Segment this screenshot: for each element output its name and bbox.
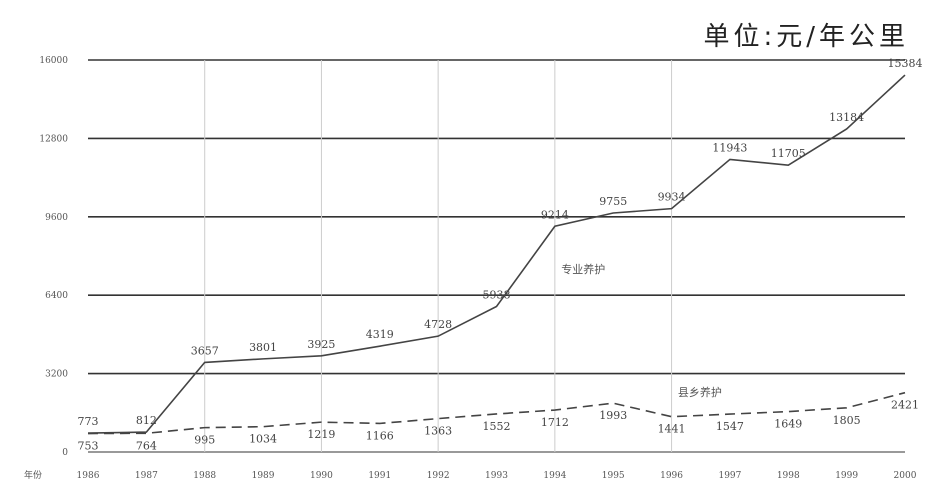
data-label: 764 <box>136 439 157 452</box>
data-label: 9755 <box>599 195 627 208</box>
x-tick-label: 1987 <box>135 471 158 481</box>
y-tick-label: 0 <box>62 448 68 458</box>
y-tick-label: 12800 <box>39 134 68 144</box>
x-axis-label: 年份 <box>24 469 42 481</box>
x-tick-label: 1991 <box>368 471 391 481</box>
vertical-gridlines <box>204 60 673 452</box>
x-tick-label: 1998 <box>777 471 800 481</box>
x-tick-label: 1994 <box>543 471 566 481</box>
x-tick-label: 1990 <box>310 471 333 481</box>
data-label: 1219 <box>307 428 335 441</box>
data-label: 1649 <box>774 418 802 431</box>
y-tick-label: 3200 <box>45 370 68 380</box>
data-label: 1034 <box>249 433 277 446</box>
series-lines <box>87 74 906 435</box>
data-label: 5938 <box>483 289 511 302</box>
data-label: 4319 <box>366 328 394 341</box>
data-label: 995 <box>194 434 215 447</box>
data-label: 1712 <box>541 416 569 429</box>
data-label: 13184 <box>829 111 864 124</box>
data-label: 1805 <box>833 414 861 427</box>
x-tick-label: 1995 <box>602 471 625 481</box>
data-label: 1166 <box>366 429 394 442</box>
x-tick-label: 1993 <box>485 471 508 481</box>
x-tick-label: 2000 <box>894 471 917 481</box>
gridlines <box>88 59 905 453</box>
x-tick-label: 1992 <box>427 471 450 481</box>
data-label: 1993 <box>599 409 627 422</box>
y-axis-ticks: 0 3200 6400 9600 12800 16000 <box>39 56 68 458</box>
data-label: 9214 <box>541 208 569 221</box>
data-label: 1363 <box>424 425 452 438</box>
series-line-county <box>87 391 906 435</box>
x-tick-label: 1988 <box>193 471 216 481</box>
x-axis-ticks: 1986 1987 1988 1989 1990 1991 1992 1993 1994 1995… <box>77 471 917 481</box>
x-tick-label: 1986 <box>77 471 100 481</box>
x-tick-label: 1999 <box>835 471 858 481</box>
data-label: 773 <box>78 415 99 428</box>
series-name-label: 县乡养护 <box>678 385 722 399</box>
data-label: 1552 <box>483 420 511 433</box>
data-label: 812 <box>136 414 157 427</box>
x-tick-label: 1989 <box>252 471 275 481</box>
data-label: 11705 <box>771 147 806 160</box>
y-tick-label: 6400 <box>45 291 68 301</box>
y-tick-label: 9600 <box>45 213 68 223</box>
y-tick-label: 16000 <box>39 56 68 66</box>
series-name-label: 专业养护 <box>561 262 605 276</box>
series-line-professional <box>87 74 906 434</box>
data-labels: 773 812 3657 3801 3925 4319 4728 5938 9214 9755 99… <box>78 57 923 452</box>
data-label: 4728 <box>424 318 452 331</box>
x-tick-label: 1997 <box>718 471 741 481</box>
data-label: 3801 <box>249 341 277 354</box>
x-tick-label: 1996 <box>660 471 683 481</box>
data-label: 11943 <box>712 141 747 154</box>
unit-label: 单位:元/年公里 <box>703 22 909 52</box>
data-label: 1441 <box>658 423 686 436</box>
data-label: 3925 <box>307 338 335 351</box>
data-label: 15384 <box>888 57 923 70</box>
data-label: 2421 <box>891 399 919 412</box>
data-label: 753 <box>78 440 99 453</box>
data-label: 1547 <box>716 420 744 433</box>
data-label: 9934 <box>658 191 686 204</box>
data-label: 3657 <box>191 344 219 357</box>
